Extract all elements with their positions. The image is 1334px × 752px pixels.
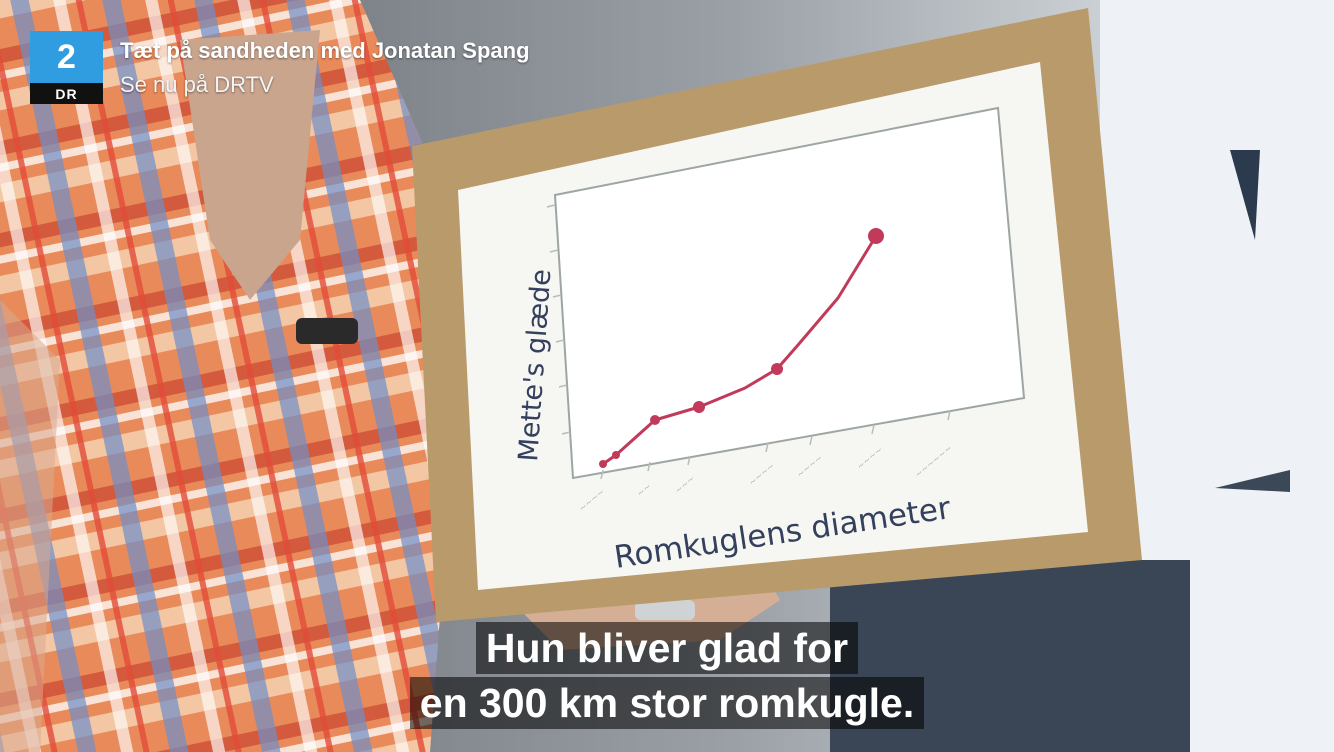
program-title: Tæt på sandheden med Jonatan Spang — [120, 38, 530, 63]
lapel-microphone — [296, 318, 358, 344]
chart-point — [868, 228, 884, 244]
chart-ticks — [546, 204, 951, 480]
person — [0, 0, 450, 752]
channel-logo-number: 2 — [30, 31, 103, 83]
channel-logo: 2 DR — [30, 31, 103, 104]
chart-point — [771, 363, 783, 375]
chart-series-line — [602, 235, 878, 466]
chart-point — [650, 415, 660, 425]
channel-logo-name: DR — [30, 83, 103, 104]
program-cta: Se nu på DRTV — [120, 72, 274, 97]
chart-points — [599, 228, 884, 468]
chart-point — [612, 451, 620, 459]
chart-point — [693, 401, 705, 413]
ring — [635, 600, 695, 620]
chart-point — [599, 460, 607, 468]
background-shape — [1230, 150, 1260, 240]
cardboard-sign — [412, 8, 1142, 622]
background-shape — [1215, 470, 1290, 492]
